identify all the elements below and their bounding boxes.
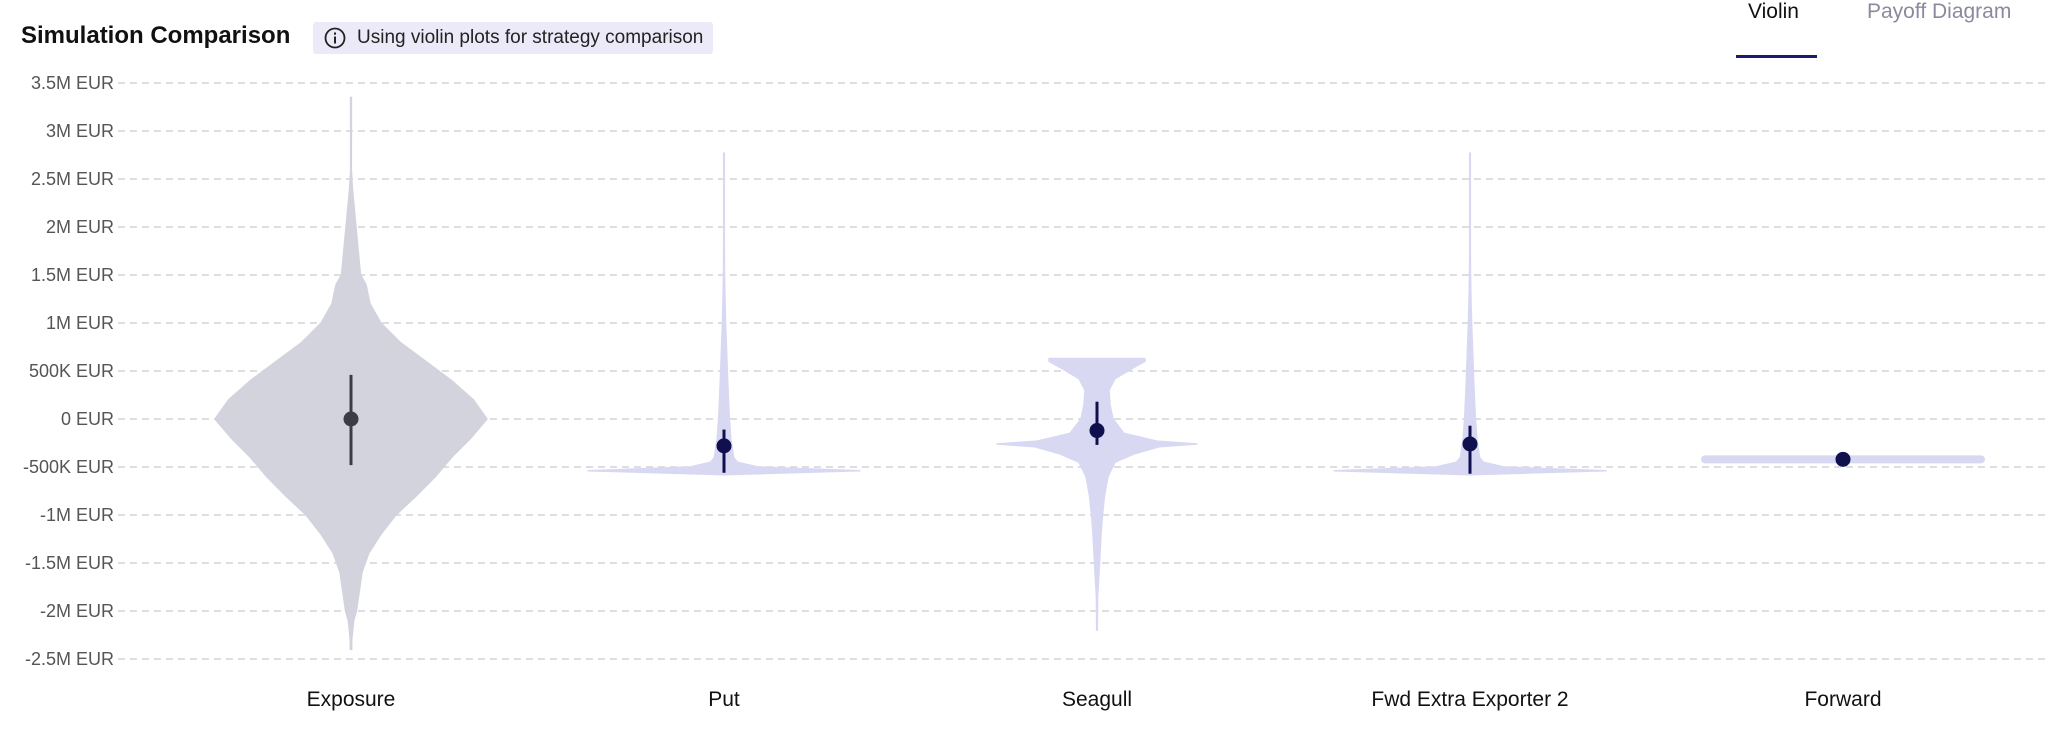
violin-put (587, 152, 861, 476)
violins (214, 96, 1985, 651)
median-marker-seagull (1089, 423, 1105, 439)
violin-exposure (214, 96, 488, 651)
median-marker-forward (1835, 451, 1851, 467)
x-axis-category-labels: Exposure Put Seagull Fwd Extra Exporter 2 Fo… (307, 688, 1882, 711)
page-title: Simulation Comparison (21, 22, 291, 49)
y-tick-label: 1.5M EUR (31, 265, 114, 285)
category-label-exposure: Exposure (307, 688, 396, 711)
y-tick-label: 3.5M EUR (31, 73, 114, 93)
y-tick-label: -500K EUR (23, 457, 114, 477)
category-label-forward: Forward (1804, 688, 1881, 711)
y-tick-label: 2M EUR (46, 217, 114, 237)
y-tick-label: 3M EUR (46, 121, 114, 141)
violin-seagull (996, 357, 1198, 631)
median-marker-fwd-extra-exporter-2 (1462, 436, 1478, 452)
info-note-badge: Using violin plots for strategy comparis… (313, 22, 714, 54)
tab-payoff-diagram[interactable]: Payoff Diagram (1867, 0, 2012, 23)
category-label-fwd-extra-exporter-2: Fwd Extra Exporter 2 (1371, 688, 1568, 711)
y-tick-label: -1.5M EUR (25, 553, 114, 573)
chart-header: Simulation Comparison Using violin plots… (0, 0, 2048, 70)
y-tick-label: 1M EUR (46, 313, 114, 333)
active-tab-indicator (1736, 55, 1817, 58)
violin-fwd-extra-exporter-2 (1333, 152, 1607, 476)
median-markers (343, 374, 1851, 474)
y-tick-label: -2M EUR (40, 601, 114, 621)
category-label-put: Put (708, 688, 740, 711)
median-marker-put (716, 438, 732, 454)
y-tick-label: 2.5M EUR (31, 169, 114, 189)
median-marker-exposure (343, 411, 359, 427)
info-note-text: Using violin plots for strategy comparis… (357, 27, 704, 48)
y-tick-label: 500K EUR (29, 361, 114, 381)
y-axis-tick-labels: 3.5M EUR 3M EUR 2.5M EUR 2M EUR 1.5M EUR 1M E… (23, 73, 114, 669)
y-tick-label: 0 EUR (61, 409, 114, 429)
info-circle-icon (324, 27, 346, 49)
y-tick-label: -1M EUR (40, 505, 114, 525)
tab-violin[interactable]: Violin (1748, 0, 1799, 23)
y-tick-label: -2.5M EUR (25, 649, 114, 669)
category-label-seagull: Seagull (1062, 688, 1132, 711)
